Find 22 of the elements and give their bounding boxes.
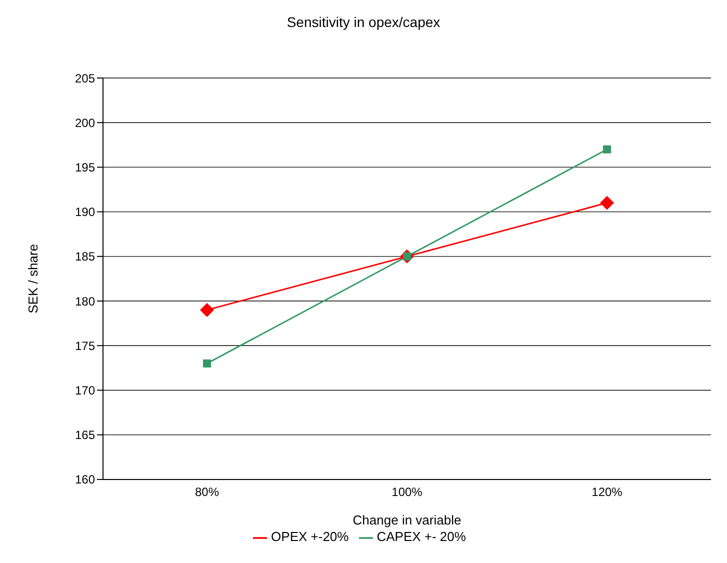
x-tick-label: 80% (194, 484, 220, 499)
y-tick-label: 205 (74, 71, 96, 86)
x-axis-title: Change in variable (352, 512, 462, 528)
legend-label: CAPEX +- 20% (376, 529, 466, 544)
y-tick-label: 200 (74, 116, 96, 130)
y-axis-title: SEK / share (26, 244, 41, 314)
y-tick-label: 165 (74, 428, 96, 442)
y-tick-label: 175 (74, 338, 96, 353)
y-tick-label: 185 (74, 250, 96, 264)
y-tick-label: 190 (74, 205, 96, 220)
y-tick-label: 195 (74, 160, 96, 174)
x-tick-label: 100% (392, 484, 423, 499)
point (203, 359, 211, 368)
y-tick-label: 160 (74, 472, 96, 487)
point (200, 302, 214, 317)
x-tick-label: 120% (592, 484, 623, 499)
y-tick-label: 180 (74, 294, 96, 308)
point (603, 145, 611, 154)
point (600, 196, 614, 210)
y-tick-label: 170 (74, 383, 96, 398)
chart-title: Sensitivity in opex/capex (286, 14, 442, 30)
legend-label: OPEX +-20% (271, 529, 349, 544)
